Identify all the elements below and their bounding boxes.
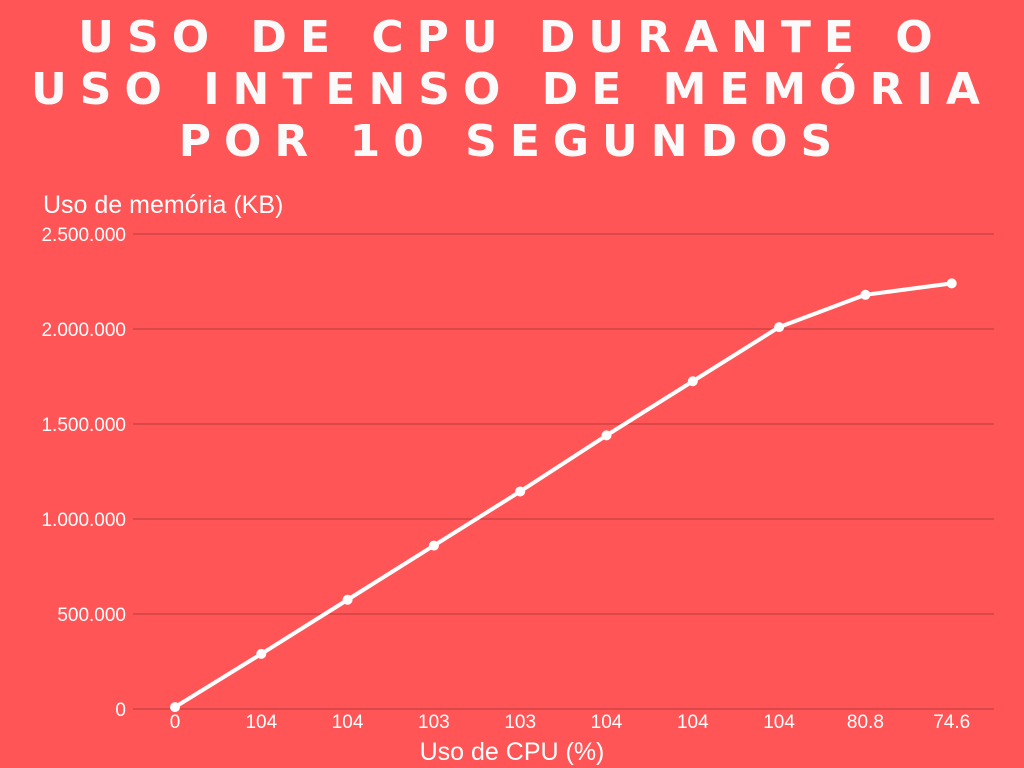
data-point — [256, 648, 267, 659]
y-axis-title: Uso de memória (KB) — [43, 191, 283, 219]
data-point — [601, 430, 612, 441]
x-tick-label: 103 — [504, 712, 536, 733]
data-point — [687, 376, 698, 387]
x-tick-label: 0 — [170, 712, 181, 733]
x-axis-ticks: 0 104 104 103 103 104 104 104 80.8 74.6 — [170, 712, 970, 733]
y-tick-label: 2.000.000 — [41, 320, 126, 341]
x-tick-label: 103 — [418, 712, 450, 733]
data-point — [342, 594, 353, 605]
data-point — [860, 289, 871, 300]
y-tick-label: 1.500.000 — [41, 415, 126, 436]
x-tick-label: 104 — [245, 712, 277, 733]
y-tick-label: 1.000.000 — [41, 510, 126, 531]
x-tick-label: 104 — [332, 712, 364, 733]
y-tick-label: 2.500.000 — [41, 225, 126, 246]
data-point — [946, 278, 957, 289]
y-axis-ticks: 0 500.000 1.000.000 1.500.000 2.000.000 2.500… — [41, 225, 126, 721]
x-tick-label: 74.6 — [933, 712, 970, 733]
data-point — [515, 486, 526, 497]
y-tick-label: 0 — [115, 700, 126, 721]
grid-lines — [133, 233, 994, 710]
data-point — [774, 322, 785, 333]
x-tick-label: 104 — [677, 712, 709, 733]
series-line — [173, 281, 952, 709]
data-point — [170, 702, 180, 713]
data-point — [428, 540, 439, 551]
x-axis-title: Uso de CPU (%) — [420, 738, 605, 766]
chart-title: USO DE CPU DURANTE O USO INTENSO DE MEMÓ… — [31, 12, 993, 167]
series-group — [170, 278, 957, 713]
x-tick-label: 104 — [591, 712, 623, 733]
y-tick-label: 500.000 — [57, 605, 126, 626]
x-tick-label: 80.8 — [847, 712, 884, 733]
x-tick-label: 104 — [763, 712, 795, 733]
